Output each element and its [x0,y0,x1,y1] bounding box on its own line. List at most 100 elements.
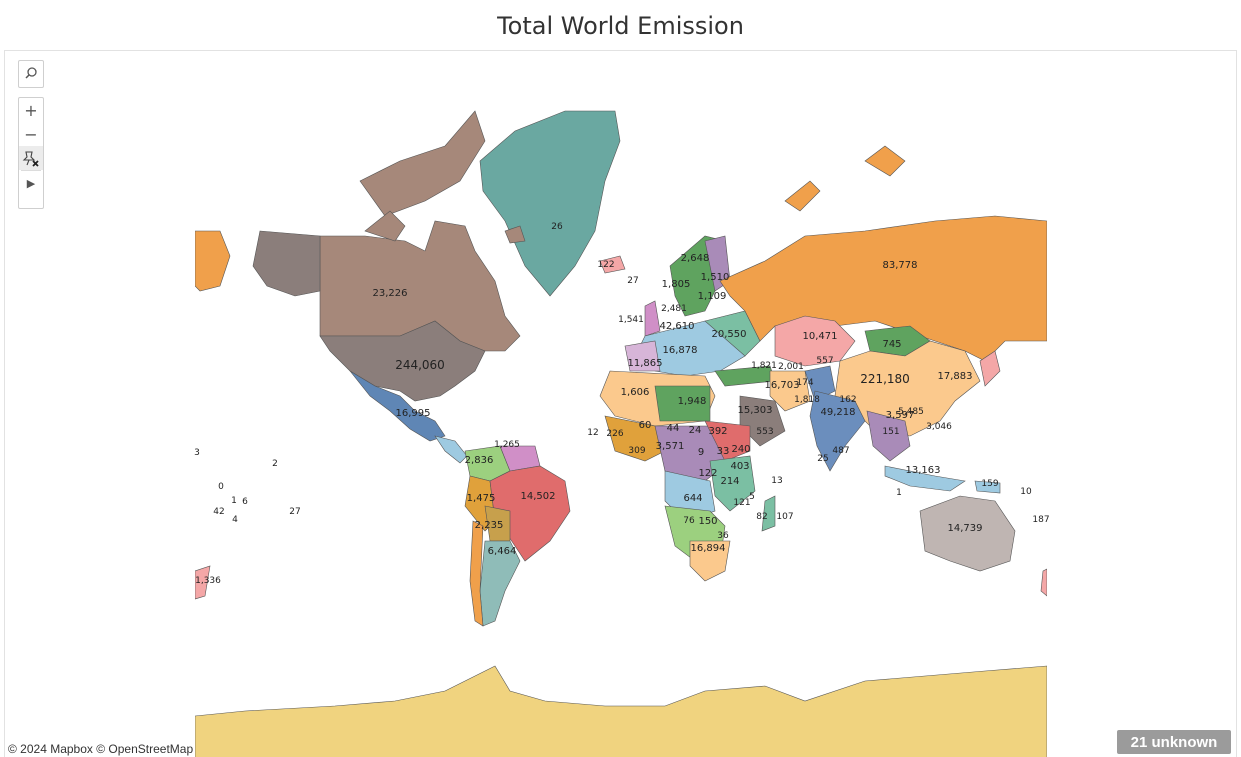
country-value-label: 12 [587,428,598,438]
country-value-label: 151 [882,427,899,437]
country-value-label: 6,464 [488,546,517,557]
region-indonesia[interactable] [884,465,966,492]
country-value-label: 107 [776,512,793,522]
region-canada-islands[interactable] [359,110,486,217]
country-value-label: 240 [731,444,750,455]
country-value-label: 83,778 [883,260,918,271]
region-japan[interactable] [979,350,1001,387]
region-arctic-isle[interactable] [504,225,526,244]
region-chile[interactable] [469,520,484,627]
country-value-label: 1,510 [701,272,730,283]
country-value-label: 23,226 [373,288,408,299]
country-value-label: 221,180 [860,372,910,386]
country-value-label: 6 [242,497,248,507]
region-pakistan[interactable] [804,365,836,402]
control-divider [21,170,41,171]
country-value-label: 25 [817,454,828,464]
country-value-label: 10,471 [803,331,838,342]
country-value-label: 1,265 [494,440,520,450]
region-russia-islands-2[interactable] [864,145,906,177]
country-value-label: 15,303 [738,405,773,416]
country-value-label: 76 [683,516,695,526]
country-value-label: 309 [628,446,645,456]
country-value-label: 14,739 [948,523,983,534]
country-value-label: 60 [639,420,652,431]
country-value-label: 27 [627,276,638,286]
country-value-label: 5 [749,492,755,502]
region-west-africa[interactable] [604,415,666,462]
zoom-controls[interactable]: + − ▶ [18,97,44,209]
country-value-label: 1,818 [794,395,820,405]
region-russia-west[interactable] [195,230,231,292]
country-value-label: 3,571 [656,441,685,452]
country-value-label: 121 [733,498,750,508]
country-value-label: 2,648 [681,253,710,264]
region-australia[interactable] [919,495,1016,572]
country-value-label: 20,550 [712,329,747,340]
country-value-label: 1,336 [195,576,221,586]
country-value-label: 392 [708,426,727,437]
region-alaska[interactable] [252,230,321,297]
country-value-label: 162 [839,395,856,405]
region-antarctica[interactable] [195,665,1047,757]
region-se-asia[interactable] [866,410,911,462]
country-value-label: 122 [698,468,717,479]
minus-icon[interactable]: − [24,124,38,144]
region-russia-islands[interactable] [784,180,821,212]
region-ethiopia[interactable] [704,420,751,462]
country-value-label: 2,001 [778,362,804,372]
region-algeria[interactable] [654,385,711,422]
country-value-label: 49,218 [821,407,856,418]
region-greenland[interactable] [479,110,621,297]
country-value-label: 16,894 [691,543,726,554]
country-value-label: 2,481 [661,304,687,314]
search-icon[interactable] [19,61,43,85]
country-value-label: 1,109 [698,291,727,302]
region-uk[interactable] [644,300,661,337]
country-value-label: 26 [551,222,563,232]
country-value-label: 16,878 [663,345,698,356]
country-value-label: 187 [1032,515,1049,525]
country-value-label: 2,836 [465,455,494,466]
play-triangle-icon[interactable]: ▶ [26,176,36,190]
region-madagascar[interactable] [761,495,776,532]
country-value-label: 1,541 [618,315,644,325]
region-iran[interactable] [769,370,811,412]
country-value-label: 27 [289,507,300,517]
plus-icon[interactable]: + [24,100,38,120]
region-east-africa[interactable] [709,455,756,512]
region-nz-west[interactable] [195,565,211,600]
country-value-label: 1,948 [678,396,707,407]
region-png[interactable] [974,480,1001,494]
map-attribution: © 2024 Mapbox © OpenStreetMap [8,742,194,756]
region-new-zealand[interactable] [1040,568,1047,597]
region-iceland[interactable] [599,255,626,274]
country-value-label: 487 [832,446,849,456]
region-saudi[interactable] [739,395,786,447]
country-value-label: 174 [796,378,813,388]
country-value-label: 5,485 [898,407,924,417]
world-map[interactable]: 83,778244,06023,226221,18014,50249,21814… [5,51,1237,757]
country-value-label: 226 [606,429,623,439]
country-value-label: 44 [667,423,680,434]
search-control[interactable] [18,60,44,88]
region-central-america[interactable] [434,435,468,464]
region-south-africa[interactable] [689,540,731,582]
country-value-label: 16,703 [765,380,800,391]
region-mexico[interactable] [349,370,446,442]
country-value-label: 24 [689,425,702,436]
unknown-indicator-button[interactable]: 21 unknown [1117,730,1231,754]
country-value-label: 403 [730,461,749,472]
pin-reset-icon[interactable] [19,146,43,170]
map-view[interactable]: 83,778 244,060 23,226 221,180 14,502 49,218 14… [4,50,1237,757]
country-value-label: 2,235 [475,520,504,531]
country-value-label: 11,865 [628,358,663,369]
region-canada-islands-2[interactable] [364,210,406,242]
region-kazakhstan[interactable] [774,315,856,367]
region-india[interactable] [809,390,866,472]
country-value-label: 42,610 [660,321,695,332]
country-value-label: 122 [597,260,614,270]
country-value-label: 13 [771,476,782,486]
region-spain[interactable] [624,340,661,372]
country-value-label: 214 [720,476,739,487]
